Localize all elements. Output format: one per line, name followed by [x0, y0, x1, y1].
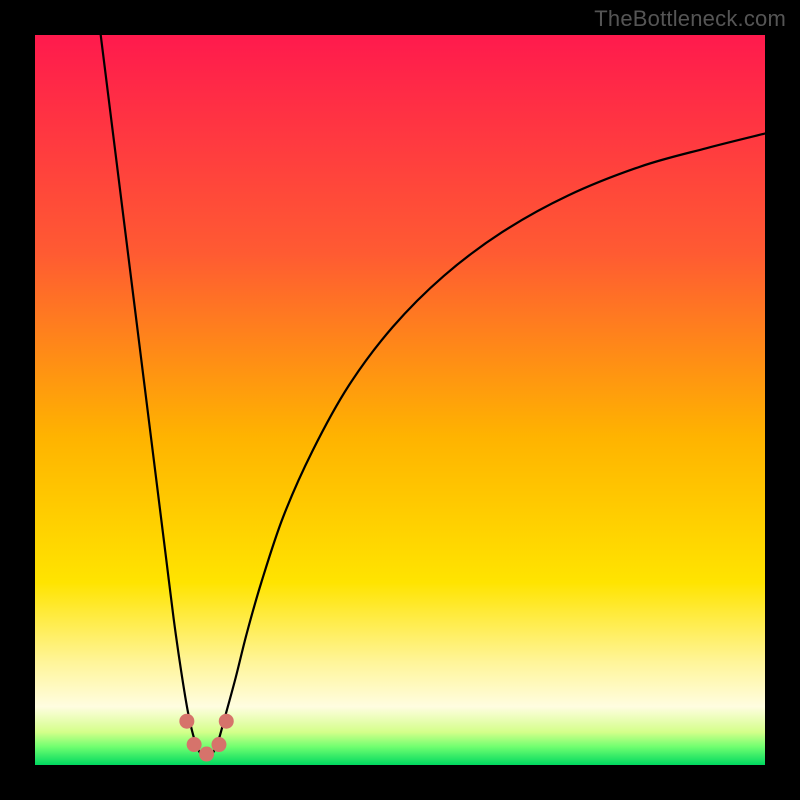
marker-dot	[200, 747, 214, 761]
stage: TheBottleneck.com	[0, 0, 800, 800]
marker-dot	[187, 738, 201, 752]
watermark-text: TheBottleneck.com	[594, 6, 786, 32]
bottleneck-chart	[0, 0, 800, 800]
gradient-panel	[35, 35, 765, 765]
marker-dot	[219, 714, 233, 728]
marker-dot	[212, 738, 226, 752]
marker-dot	[180, 714, 194, 728]
